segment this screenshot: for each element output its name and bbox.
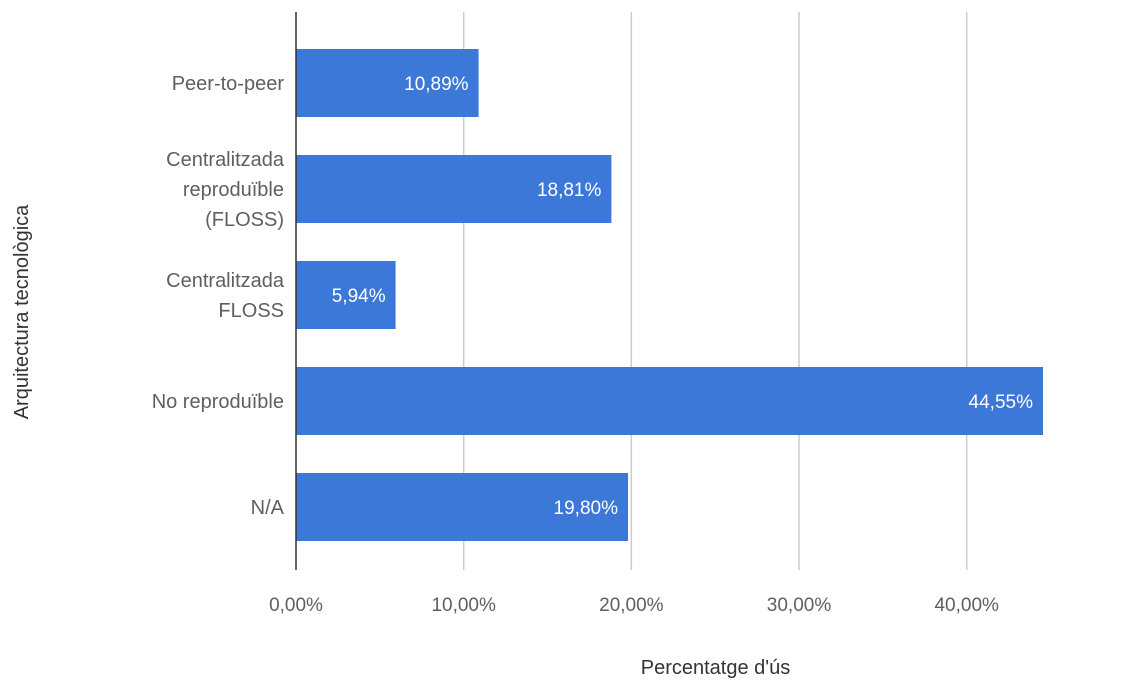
bar (296, 367, 1043, 435)
bar (296, 155, 612, 223)
x-axis-title: Percentatge d'ús (641, 657, 790, 679)
bar-data-label: 10,89% (404, 74, 469, 95)
bar (296, 49, 479, 117)
bar-data-label: 18,81% (537, 180, 602, 201)
x-tick-label: 0,00% (269, 595, 323, 616)
category-labels: Peer-to-peer Centralitzada reproduïble (FLO… (152, 73, 285, 519)
category-label: Centralitzada (166, 270, 285, 292)
bar (296, 473, 628, 541)
category-label: FLOSS (218, 300, 284, 322)
x-tick-label: 40,00% (934, 595, 999, 616)
x-tick-label: 30,00% (767, 595, 832, 616)
x-tick-labels: 0,00% 10,00% 20,00% 30,00% 40,00% (269, 595, 999, 616)
x-tick-label: 10,00% (431, 595, 496, 616)
category-label: No reproduïble (152, 391, 284, 413)
category-label: N/A (251, 497, 285, 519)
bar-data-label: 44,55% (969, 392, 1034, 413)
bars: 10,89% 18,81% 5,94% 44,55% 19,80% (296, 49, 1043, 541)
y-axis-title: Arquitectura tecnològica (11, 204, 33, 419)
category-label: (FLOSS) (205, 209, 284, 231)
category-label: reproduïble (183, 179, 284, 201)
category-label: Centralitzada (166, 149, 285, 171)
x-tick-label: 20,00% (599, 595, 664, 616)
bar (296, 261, 396, 329)
bar-data-label: 19,80% (554, 498, 619, 519)
category-label: Peer-to-peer (172, 73, 285, 95)
bar-data-label: 5,94% (332, 286, 386, 307)
